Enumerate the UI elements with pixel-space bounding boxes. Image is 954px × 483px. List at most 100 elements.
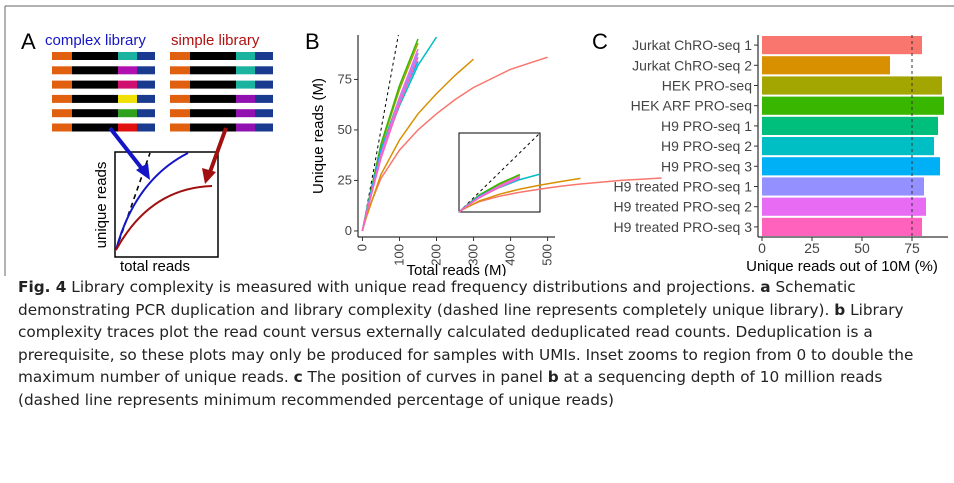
- panel-label: C: [592, 29, 608, 54]
- y-tick-label: H9 treated PRO-seq 2: [613, 199, 752, 215]
- inset-series: [458, 177, 521, 213]
- y-tick-label: H9 PRO-seq 1: [661, 118, 752, 134]
- read-segment: [190, 80, 236, 89]
- bar: [762, 157, 940, 176]
- read-segment: [72, 52, 118, 60]
- y-tick-label: H9 treated PRO-seq 1: [613, 179, 752, 195]
- simple-label: simple library: [171, 32, 260, 49]
- read-schematic: [52, 52, 273, 132]
- y-tick-label: H9 PRO-seq 2: [661, 138, 752, 154]
- x-tick-label: 25: [804, 240, 820, 256]
- y-tick-label: 0: [345, 223, 352, 238]
- read-segment: [236, 52, 255, 60]
- x-tick-label: 400: [503, 244, 518, 266]
- complex-curve: [115, 152, 189, 251]
- panel-label: B: [305, 29, 320, 54]
- read-segment: [255, 80, 273, 89]
- caption-text: at a sequencing depth of 10 million read…: [18, 368, 883, 409]
- read-segment: [170, 109, 190, 118]
- arrow-head: [136, 163, 150, 180]
- read-segment: [118, 52, 137, 60]
- x-tick-label: 200: [429, 244, 444, 266]
- y-tick-label: 75: [338, 71, 352, 86]
- read-segment: [72, 123, 118, 132]
- x-tick-label: 500: [540, 244, 555, 266]
- read-segment: [236, 123, 255, 132]
- read-segment: [137, 94, 155, 103]
- caption-text: The position of curves in panel: [302, 368, 548, 386]
- line-series: [361, 56, 419, 232]
- read-segment: [236, 66, 255, 75]
- simple-curve: [115, 185, 213, 251]
- read-segment: [255, 66, 273, 75]
- read-segment: [137, 80, 155, 89]
- caption-bold: b: [834, 300, 846, 319]
- x-tick-label: 50: [854, 240, 870, 256]
- line-series: [361, 36, 438, 232]
- y-tick-label: 50: [338, 122, 352, 137]
- caption-bold: c: [293, 368, 303, 386]
- bar: [762, 76, 942, 95]
- bar: [762, 116, 938, 135]
- caption-bold: a: [760, 278, 771, 296]
- read-segment: [52, 94, 72, 103]
- read-segment: [236, 80, 255, 89]
- x-axis-label: Total reads (M): [406, 262, 506, 276]
- read-segment: [190, 109, 236, 118]
- inset-series: [458, 177, 581, 213]
- read-segment: [236, 109, 255, 118]
- bar: [762, 137, 934, 156]
- caption-bold: b: [547, 368, 559, 386]
- bar: [762, 217, 922, 236]
- read-segment: [118, 123, 137, 132]
- read-segment: [118, 80, 137, 89]
- arrow-head: [202, 168, 216, 184]
- x-tick-label: 0: [354, 244, 369, 251]
- read-segment: [170, 94, 190, 103]
- complex-label: complex library: [45, 32, 146, 49]
- read-segment: [52, 123, 72, 132]
- read-segment: [255, 123, 273, 132]
- bar: [762, 177, 924, 196]
- read-segment: [72, 109, 118, 118]
- arrow: [208, 127, 228, 173]
- read-segment: [118, 109, 137, 118]
- x-tick-label: 300: [466, 244, 481, 266]
- read-segment: [170, 80, 190, 89]
- caption-text: Library complexity traces plot the read …: [18, 300, 914, 387]
- y-tick-label: 25: [338, 172, 352, 187]
- bar: [762, 36, 922, 55]
- read-segment: [255, 94, 273, 103]
- panel-label: A: [21, 29, 36, 54]
- y-tick-label: H9 treated PRO-seq 3: [613, 219, 752, 235]
- read-segment: [137, 66, 155, 75]
- read-segment: [137, 123, 155, 132]
- y-tick-label: Jurkat ChRO-seq 1: [632, 37, 752, 53]
- x-tick-label: 100: [391, 244, 406, 266]
- x-tick-label: 0: [758, 240, 766, 256]
- read-segment: [137, 109, 155, 118]
- caption-text: Library complexity is measured with uniq…: [66, 278, 761, 296]
- read-segment: [190, 123, 236, 132]
- arrow: [108, 126, 145, 172]
- schematic-box: [114, 151, 219, 258]
- read-segment: [190, 66, 236, 75]
- read-segment: [170, 66, 190, 75]
- read-segment: [137, 52, 155, 60]
- read-segment: [118, 66, 137, 75]
- bar: [762, 56, 890, 75]
- read-segment: [72, 94, 118, 103]
- read-segment: [170, 52, 190, 60]
- line-series: [361, 58, 474, 232]
- read-segment: [190, 52, 236, 60]
- read-segment: [72, 66, 118, 75]
- read-segment: [52, 66, 72, 75]
- y-tick-label: HEK ARF PRO-seq: [631, 98, 752, 114]
- y-tick-label: Jurkat ChRO-seq 2: [632, 57, 752, 73]
- y-tick-label: HEK PRO-seq: [662, 78, 752, 94]
- read-segment: [52, 52, 72, 60]
- x-axis-label: Unique reads out of 10M (%): [746, 258, 938, 275]
- x-tick-label: 75: [904, 240, 920, 256]
- read-segment: [255, 52, 273, 60]
- caption-bold: Fig. 4: [18, 278, 67, 296]
